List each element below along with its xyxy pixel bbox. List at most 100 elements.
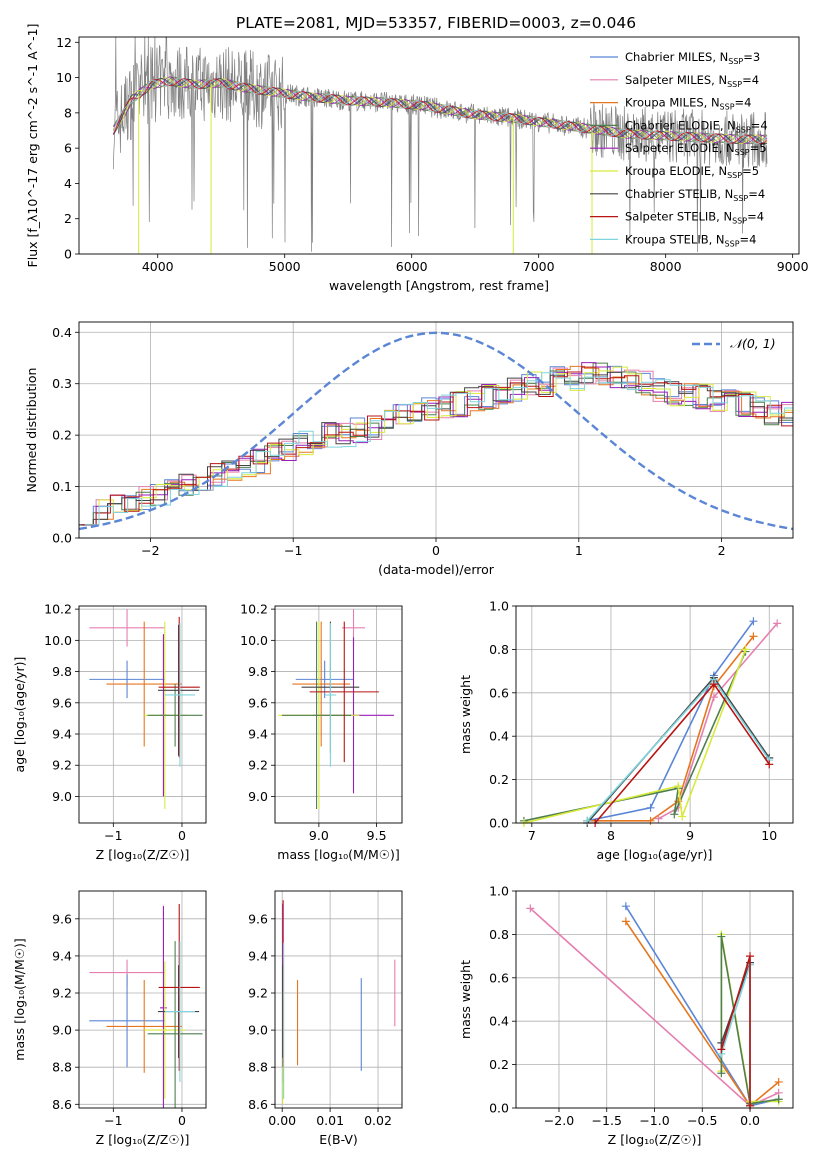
data-point: [646, 816, 655, 825]
x-tick-label: 2: [718, 543, 726, 558]
legend-item-salpeter_stelib: Salpeter STELIB, NSSP=4: [590, 210, 764, 226]
y-tick-label: 9.6: [52, 911, 72, 926]
plot-area: [526, 902, 783, 1110]
x-tick-label: −1.5: [592, 1113, 622, 1128]
series-chabrier_elodie: [717, 932, 783, 1108]
y-tick-label: 0.3: [52, 376, 72, 391]
x-tick-label: −1: [284, 543, 302, 558]
model-spectrum-salpeter_stelib: [112, 78, 768, 145]
legend-label: Chabrier ELODIE, NSSP=4: [625, 118, 768, 134]
y-tick-label: 0.4: [489, 729, 509, 744]
x-tick-label: 7: [528, 828, 536, 843]
series-salpeter_stelib: [717, 952, 755, 1110]
data-point: [709, 693, 718, 702]
axes-frame: [515, 605, 794, 824]
grid: [79, 606, 206, 823]
y-tick-label: 10.0: [240, 633, 268, 648]
y-tick-label: 8: [64, 105, 72, 120]
errorbar-chabrier_miles: [89, 974, 165, 1068]
axes-frame: [274, 890, 403, 1109]
errorbar-salpeter_stelib: [309, 621, 379, 763]
y-tick-label: 0.6: [489, 685, 509, 700]
y-tick-label: 10.0: [44, 633, 72, 648]
legend-label: Kroupa MILES, NSSP=4: [625, 96, 751, 112]
y-tick-label: 0.2: [489, 1057, 509, 1072]
x-tick-label: 0.02: [364, 1113, 392, 1128]
data-point: [741, 645, 750, 654]
y-tick-label: 10.2: [240, 602, 268, 617]
y-tick-label: 0.0: [52, 531, 72, 546]
y-tick-label: 2: [64, 211, 72, 226]
y-tick-label: 0.6: [489, 970, 509, 985]
legend-item-chabrier_elodie: Chabrier ELODIE, NSSP=4: [590, 118, 768, 134]
histogram-salpeter_elodie: [81, 362, 793, 526]
plot-area: [89, 903, 203, 1108]
plot-area: [89, 609, 203, 809]
legend-label: Salpeter STELIB, NSSP=4: [625, 210, 764, 226]
data-point: [709, 680, 718, 689]
x-axis-label: (data-model)/error: [378, 562, 495, 577]
series-salpeter_stelib: [591, 680, 774, 827]
legend-item-kroupa_elodie: Kroupa ELODIE, NSSP=5: [590, 164, 759, 180]
ticks: −2 −1 0 1 2 0.0 0.1 0.2 0.3 0.4: [52, 325, 725, 558]
y-tick-label: 4: [64, 176, 72, 191]
data-point: [749, 632, 758, 641]
x-tick-label: 6000: [396, 259, 428, 274]
x-axis-label: E(B-V): [319, 1132, 358, 1147]
x-tick-label: −1: [104, 1113, 122, 1128]
axes-frame: [274, 605, 403, 824]
x-tick-label: 0.00: [268, 1113, 296, 1128]
age-vs-mass-panel: 9.0 9.5 9.0 9.2 9.4 9.6 9.8 10.0 10.2 mass [log₁₀…: [240, 602, 403, 862]
x-tick-label: 0: [178, 1113, 186, 1128]
y-tick-label: 9.2: [248, 986, 268, 1001]
y-tick-label: 9.4: [248, 948, 268, 963]
ticks: −1 0 9.0 9.2 9.4 9.6 9.8 10.0 10.2: [44, 602, 186, 843]
y-tick-label: 0.1: [52, 479, 72, 494]
histogram-chabrier_elodie: [79, 362, 793, 526]
y-tick-label: 8.8: [248, 1060, 268, 1075]
y-tick-label: 0.0: [489, 816, 509, 831]
residuals-panel: −2 −1 0 1 2 0.0 0.1 0.2 0.3 0.4 (data-model)/error…: [24, 321, 794, 577]
histogram-salpeter_miles: [81, 367, 793, 526]
errorbar-salpeter_stelib: [158, 616, 200, 758]
errorbar-chabrier_elodie: [147, 941, 203, 1108]
errorbar-kroupa_miles: [106, 621, 182, 747]
series-kroupa_stelib: [583, 675, 774, 825]
legend-label: Kroupa STELIB, NSSP=4: [625, 232, 756, 248]
y-tick-label: 9.6: [248, 911, 268, 926]
ticks: 9.0 9.5 9.0 9.2 9.4 9.6 9.8 10.0 10.2: [240, 602, 386, 843]
y-tick-label: 0.8: [489, 642, 509, 657]
y-tick-label: 9.2: [52, 758, 72, 773]
y-tick-label: 9.2: [52, 986, 72, 1001]
y-axis-label: mass weight: [458, 675, 473, 754]
data-point: [717, 1045, 726, 1054]
legend-label: Kroupa ELODIE, NSSP=5: [625, 164, 759, 180]
plot-area: [282, 900, 396, 1105]
data-point: [717, 932, 726, 941]
y-tick-label: 0.4: [489, 1014, 509, 1029]
x-axis-label: Z [log₁₀(Z/Z☉)]: [96, 847, 190, 862]
data-point: [765, 760, 774, 769]
grid: [516, 890, 793, 1109]
y-tick-label: 10.2: [44, 602, 72, 617]
x-tick-label: 0.01: [316, 1113, 344, 1128]
y-tick-label: 0.4: [52, 325, 72, 340]
x-tick-label: 0: [178, 828, 186, 843]
age-vs-metallicity-panel: −1 0 9.0 9.2 9.4 9.6 9.8 10.0 10.2 Z [log₁₀(Z/Z☉)…: [12, 602, 207, 862]
legend-label: 𝒩(0, 1): [730, 336, 776, 351]
y-tick-label: 8.8: [52, 1060, 72, 1075]
errorbar-kroupa_stelib: [164, 623, 196, 767]
plot-area: [278, 609, 394, 809]
y-tick-label: 6: [64, 141, 72, 156]
x-axis-label: mass [log₁₀(M/M☉)]: [277, 847, 399, 862]
y-axis-label: mass [log₁₀(M/M☉)]: [12, 938, 27, 1060]
y-axis-label: mass weight: [458, 960, 473, 1039]
errorbar-kroupa_stelib: [324, 623, 337, 767]
ticks: 0.00 0.01 0.02 8.6 8.8 9.0 9.2 9.4 9.6: [248, 911, 392, 1128]
y-tick-label: 9.4: [52, 727, 72, 742]
x-tick-label: 7000: [523, 259, 555, 274]
spectrum-panel: 4000 5000 6000 7000 8000 9000 0 2 4 6 8 10 12 wavelen…: [25, 24, 809, 293]
y-tick-label: 8.6: [248, 1097, 268, 1112]
errorbar-kroupa_miles: [106, 980, 182, 1073]
